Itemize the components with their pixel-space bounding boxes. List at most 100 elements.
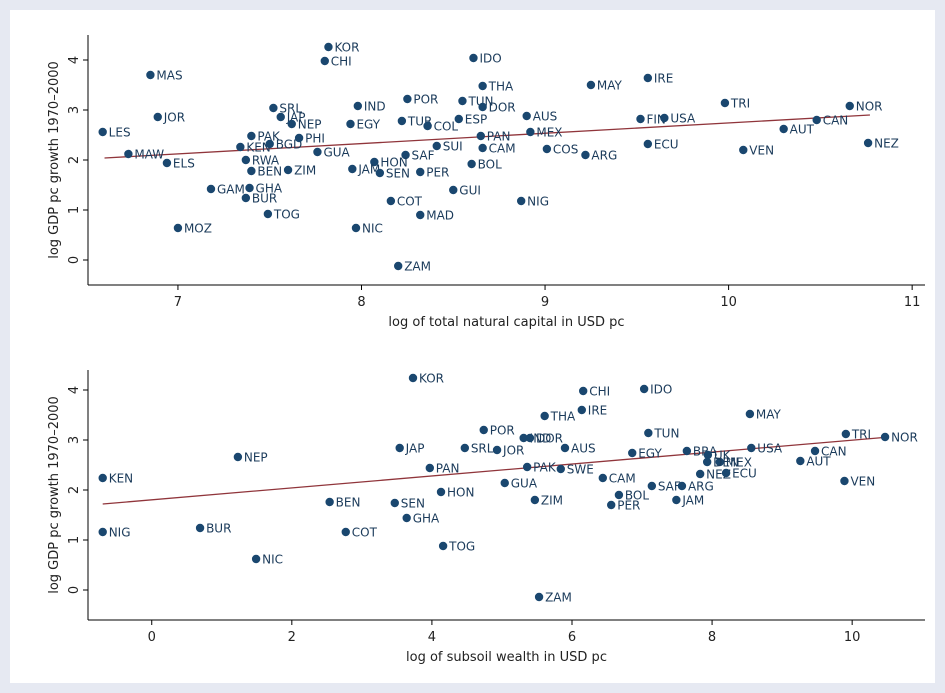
point: [276, 112, 285, 122]
point: [845, 101, 854, 111]
point: [390, 498, 399, 508]
point-label: BOL: [625, 489, 649, 503]
point-label: POR: [490, 424, 515, 438]
point-label: ESP: [465, 113, 487, 127]
point: [643, 73, 653, 83]
point: [560, 443, 570, 453]
point: [525, 433, 535, 443]
point: [647, 481, 657, 491]
point-label: ZAM: [404, 260, 431, 274]
point-label: GHA: [413, 512, 440, 526]
point: [812, 115, 821, 125]
point: [438, 541, 448, 551]
point: [467, 159, 476, 169]
point: [408, 373, 418, 383]
point: [586, 80, 596, 90]
point-label: IND: [364, 100, 386, 114]
point-label: CAN: [821, 445, 847, 459]
point-label: AUS: [571, 442, 596, 456]
point: [530, 495, 540, 505]
point: [577, 405, 586, 415]
point-label: BUR: [252, 192, 277, 206]
point: [98, 527, 107, 537]
point-label: BUR: [206, 522, 231, 536]
point-label: NEZ: [874, 137, 899, 151]
point: [516, 196, 526, 206]
point: [153, 112, 162, 122]
point-label: COL: [434, 120, 459, 134]
point-label: PHI: [305, 132, 325, 146]
point: [500, 478, 509, 488]
point-label: DOR: [536, 432, 563, 446]
point: [458, 96, 467, 106]
y-tick-label: 1: [67, 536, 82, 544]
point-label: GUA: [323, 146, 350, 160]
point: [476, 131, 486, 141]
y-axis-title: log GDP pc growth 1970–2000: [47, 396, 62, 594]
point-label: ARG: [591, 149, 617, 163]
point-label: RWA: [252, 154, 280, 168]
point: [98, 127, 107, 137]
point-label: JOR: [502, 444, 524, 458]
point-label: CHI: [589, 385, 610, 399]
y-tick-label: 2: [67, 156, 82, 164]
point: [522, 462, 532, 472]
point-label: GUA: [511, 477, 538, 491]
x-tick-label: 11: [904, 295, 921, 310]
x-tick-label: 4: [428, 630, 436, 645]
x-tick-label: 10: [844, 630, 861, 645]
point: [449, 185, 458, 195]
point: [401, 150, 410, 160]
point: [840, 476, 849, 486]
point-label: CHI: [331, 55, 352, 69]
point: [416, 167, 425, 177]
point-label: BEN: [257, 165, 282, 179]
point-label: IDO: [650, 383, 672, 397]
point: [436, 487, 446, 497]
point-label: NOR: [856, 100, 883, 114]
point-label: SEN: [401, 497, 425, 511]
point-label: NIG: [527, 195, 549, 209]
point-label: EGY: [638, 447, 662, 461]
point-label: SEN: [386, 167, 410, 181]
point: [479, 425, 488, 435]
point-label: AUT: [790, 123, 815, 137]
point-label: PER: [426, 166, 449, 180]
point-label: NEP: [244, 451, 268, 465]
point: [519, 433, 528, 443]
point: [346, 119, 355, 129]
point: [682, 446, 692, 456]
point-label: HON: [447, 486, 474, 500]
point: [162, 158, 172, 168]
point: [425, 463, 435, 473]
point: [677, 481, 687, 491]
point-label: LES: [109, 126, 131, 140]
point: [796, 456, 805, 466]
x-tick-label: 9: [541, 295, 549, 310]
point: [643, 139, 653, 149]
point-label: MEX: [536, 126, 562, 140]
point-label: TUN: [653, 427, 679, 441]
point: [206, 184, 216, 194]
point: [195, 523, 205, 533]
x-tick-label: 8: [708, 630, 716, 645]
y-tick-label: 4: [67, 386, 82, 394]
point-label: MAD: [426, 209, 454, 223]
y-tick-label: 1: [67, 206, 82, 214]
point: [779, 124, 788, 134]
point: [715, 457, 724, 467]
point: [98, 473, 107, 483]
point: [841, 429, 851, 439]
point-label: GUI: [459, 184, 481, 198]
y-tick-label: 4: [67, 56, 82, 64]
point: [522, 111, 531, 121]
point: [313, 147, 322, 157]
point: [556, 464, 565, 474]
point-label: PAK: [533, 461, 557, 475]
point-label: KOR: [419, 372, 444, 386]
point: [542, 144, 552, 154]
point: [432, 141, 441, 151]
point-label: BOL: [478, 158, 502, 172]
point: [124, 149, 133, 159]
